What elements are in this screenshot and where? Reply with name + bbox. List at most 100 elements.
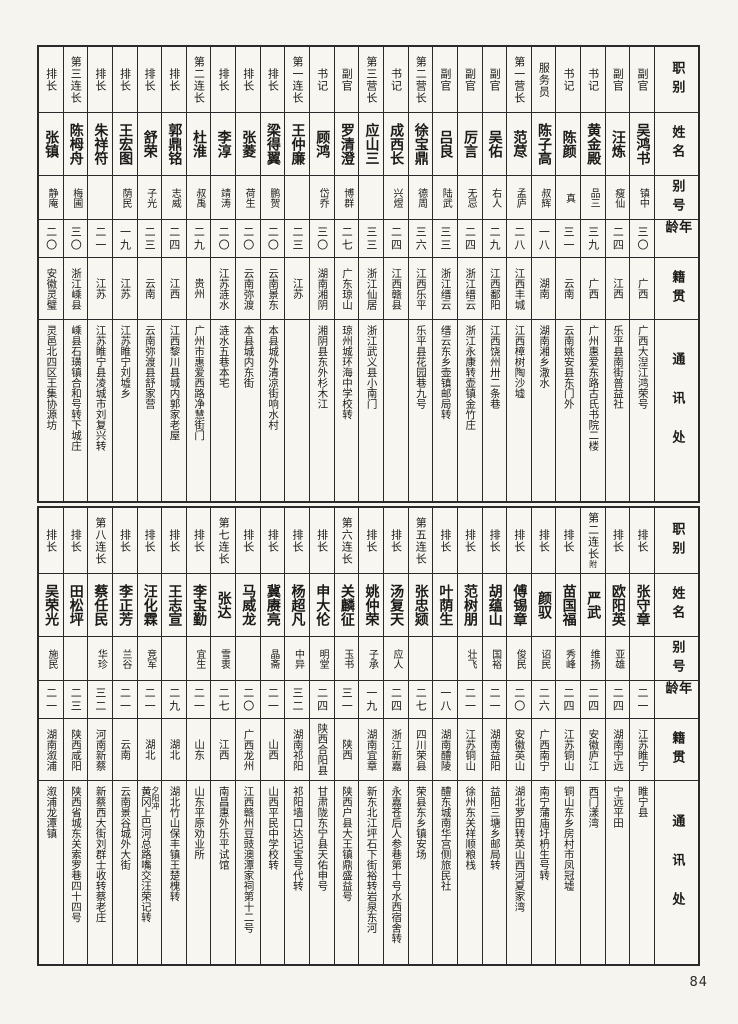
alias-cell: 镇中 xyxy=(630,175,654,219)
name-cell: 顾鸿 xyxy=(310,112,334,175)
person-column: 第七连长 张达 雪衷 二七 江西 南昌惠外乐平试馆 xyxy=(210,508,236,964)
name-cell: 李正芳 xyxy=(112,573,137,636)
alias-cell: 品三 xyxy=(581,175,605,219)
address-cell: 醴东城南华宫侧旅民社 xyxy=(433,780,457,964)
address-cell: 湖北竹山保丰镇王楚槐转 xyxy=(162,780,186,964)
role-cell: 排长 xyxy=(241,528,255,553)
page-number: 84 xyxy=(689,975,708,990)
name-cell: 张菱 xyxy=(236,112,260,175)
name-cell: 张达 xyxy=(211,573,236,636)
row-header-alias: 别号 xyxy=(655,175,698,219)
age-cell: 一八 xyxy=(531,219,556,257)
age-cell: 二四 xyxy=(310,680,334,718)
address-cell: 江西黎川县城内郭家老屋 xyxy=(162,319,186,501)
address-cell: 夕阳冲 黄冈上巴河总路嘴交汪荣记转 xyxy=(137,780,162,964)
address-cell: 广州惠爱东路古氏书院二楼 xyxy=(581,319,605,501)
person-column: 排长 冀赓亮 晶斋 二一 山西 山西平民中学校转 xyxy=(259,508,285,964)
person-column: 排长 张菱 荷生 二〇 云南弥渡 本县城内东街 xyxy=(235,47,260,501)
role-cell: 排长 xyxy=(611,528,625,553)
address-cell: 本县城内东街 xyxy=(236,319,260,501)
role-cell: 排长 xyxy=(118,528,132,553)
alias-cell xyxy=(433,636,457,680)
person-column: 排长 朱祥符 二一 江苏 江苏睢宁县凌城市刘复兴转 xyxy=(87,47,112,501)
person-column: 第二营长 徐宝鼎 德周 三六 江西乐平 乐平县花园巷九号 xyxy=(407,47,433,501)
person-column: 排长 汤复天 应人 二四 浙江新嘉 永嘉苍后人参巷第十号水西宿舍转 xyxy=(382,508,408,964)
origin-cell: 湖南溆浦 xyxy=(38,718,63,780)
person-column: 排长 王志宣 二九 湖北 湖北竹山保丰镇王楚槐转 xyxy=(161,508,186,964)
address-cell: 乐平县花园巷九号 xyxy=(408,319,433,501)
alias-cell: 岱乔 xyxy=(310,175,334,219)
person-column: 排长 李淳 靖涛 二〇 江苏涟水 涟水五巷本宅 xyxy=(210,47,236,501)
role-cell: 排长 xyxy=(118,67,132,92)
name-cell: 范荩 xyxy=(507,112,531,175)
origin-cell: 安徽灵璧 xyxy=(38,257,63,319)
name-cell: 蔡任民 xyxy=(88,573,112,636)
person-column: 第三连长 陈栂舟 梅圃 三〇 浙江嵊县 嵊县石璜镇合和号转下城庄 xyxy=(62,47,88,501)
header-column: 职别 姓名 别号 年龄 籍贯 通讯处 xyxy=(654,47,698,501)
name-cell: 苗国福 xyxy=(556,573,581,636)
age-cell: 二四 xyxy=(383,219,408,257)
alias-cell: 雪衷 xyxy=(211,636,236,680)
origin-cell: 山东 xyxy=(186,718,211,780)
alias-cell: 博群 xyxy=(334,175,359,219)
alias-cell: 子光 xyxy=(137,175,162,219)
row-header-role: 职别 xyxy=(669,521,685,560)
address-cell: 乐平县南街普益社 xyxy=(605,319,630,501)
role-cell: 排长 xyxy=(290,528,304,553)
role-cell: 排长 xyxy=(241,67,255,92)
role-cell: 排长 xyxy=(167,67,181,92)
row-header-origin: 籍贯 xyxy=(655,257,698,319)
person-column: 副官 厉言 无忌 二四 浙江缙云 浙江永康转壶镇金竹庄 xyxy=(456,47,482,501)
address-cell: 浙江武义县小南门 xyxy=(359,319,383,501)
origin-cell: 江西 xyxy=(605,257,630,319)
origin-cell: 安徽英山 xyxy=(507,718,531,780)
address-cell xyxy=(383,319,408,501)
role-cell: 副官 xyxy=(340,67,354,92)
person-column: 第八连长 蔡任民 华珍 三二 河南新蔡 新蔡西大街刘群士收转蔡老庄 xyxy=(87,508,112,964)
role-cell: 书记 xyxy=(315,67,329,92)
alias-cell: 华珍 xyxy=(88,636,112,680)
origin-cell: 江苏 xyxy=(112,257,137,319)
person-column: 书记 成西长 兴煜 二四 江西赣县 xyxy=(382,47,408,501)
name-cell: 汪炼 xyxy=(605,112,630,175)
origin-cell: 江西 xyxy=(211,718,236,780)
alias-cell: 鹏贺 xyxy=(260,175,285,219)
age-cell: 二四 xyxy=(605,219,630,257)
age-cell: 二一 xyxy=(260,680,285,718)
age-cell: 二〇 xyxy=(38,219,63,257)
person-column: 排长 申大伦 明堂 二四 陕西合阳县 甘肃陇东宁县天佑申号 xyxy=(309,508,334,964)
name-cell: 梁得翼 xyxy=(260,112,285,175)
role-cell: 排长 xyxy=(438,528,452,553)
origin-cell: 浙江嵊县 xyxy=(63,257,88,319)
row-header-name: 姓名 xyxy=(655,573,698,636)
address-cell: 荣县东乡镇安场 xyxy=(408,780,433,964)
name-cell: 马威龙 xyxy=(236,573,260,636)
role-cell: 第二连长 xyxy=(192,55,206,104)
origin-cell: 湖南湘阴 xyxy=(310,257,334,319)
address-cell: 南昌惠外乐平试馆 xyxy=(211,780,236,964)
alias-cell: 靖涛 xyxy=(211,175,236,219)
address-cell: 本县城外清凉街响水村 xyxy=(260,319,285,501)
role-cell: 第六连长 xyxy=(340,516,354,565)
age-cell: 二一 xyxy=(482,680,507,718)
role-cell: 第三连长 xyxy=(69,55,83,104)
alias-cell xyxy=(88,175,112,219)
age-cell: 二三 xyxy=(285,219,310,257)
address-cell: 徐州东关祥顺粮栈 xyxy=(457,780,482,964)
role-annotation: 附 xyxy=(588,560,598,569)
address-cell: 缙云东乡壶镇邮局转 xyxy=(433,319,457,501)
role-cell: 书记 xyxy=(562,67,576,92)
name-cell: 范树朋 xyxy=(457,573,482,636)
name-cell: 吴荣光 xyxy=(38,573,63,636)
name-cell: 陈颜 xyxy=(556,112,581,175)
name-cell: 姚仲荣 xyxy=(359,573,383,636)
origin-cell: 云南景东 xyxy=(260,257,285,319)
name-cell: 严武 xyxy=(581,573,605,636)
origin-cell: 湖南宜章 xyxy=(359,718,383,780)
roster-table-bottom: 职别 姓名 别号 年龄 籍贯 通讯处 排长 张守章 二一 江苏睢宁 睢宁县 排长 欧阳英 亚雄 二四 湖南宁远… xyxy=(37,506,700,966)
origin-cell: 云南 xyxy=(556,257,581,319)
name-cell: 张守章 xyxy=(630,573,654,636)
name-cell: 冀赓亮 xyxy=(260,573,285,636)
name-cell: 吴鸿书 xyxy=(630,112,654,175)
